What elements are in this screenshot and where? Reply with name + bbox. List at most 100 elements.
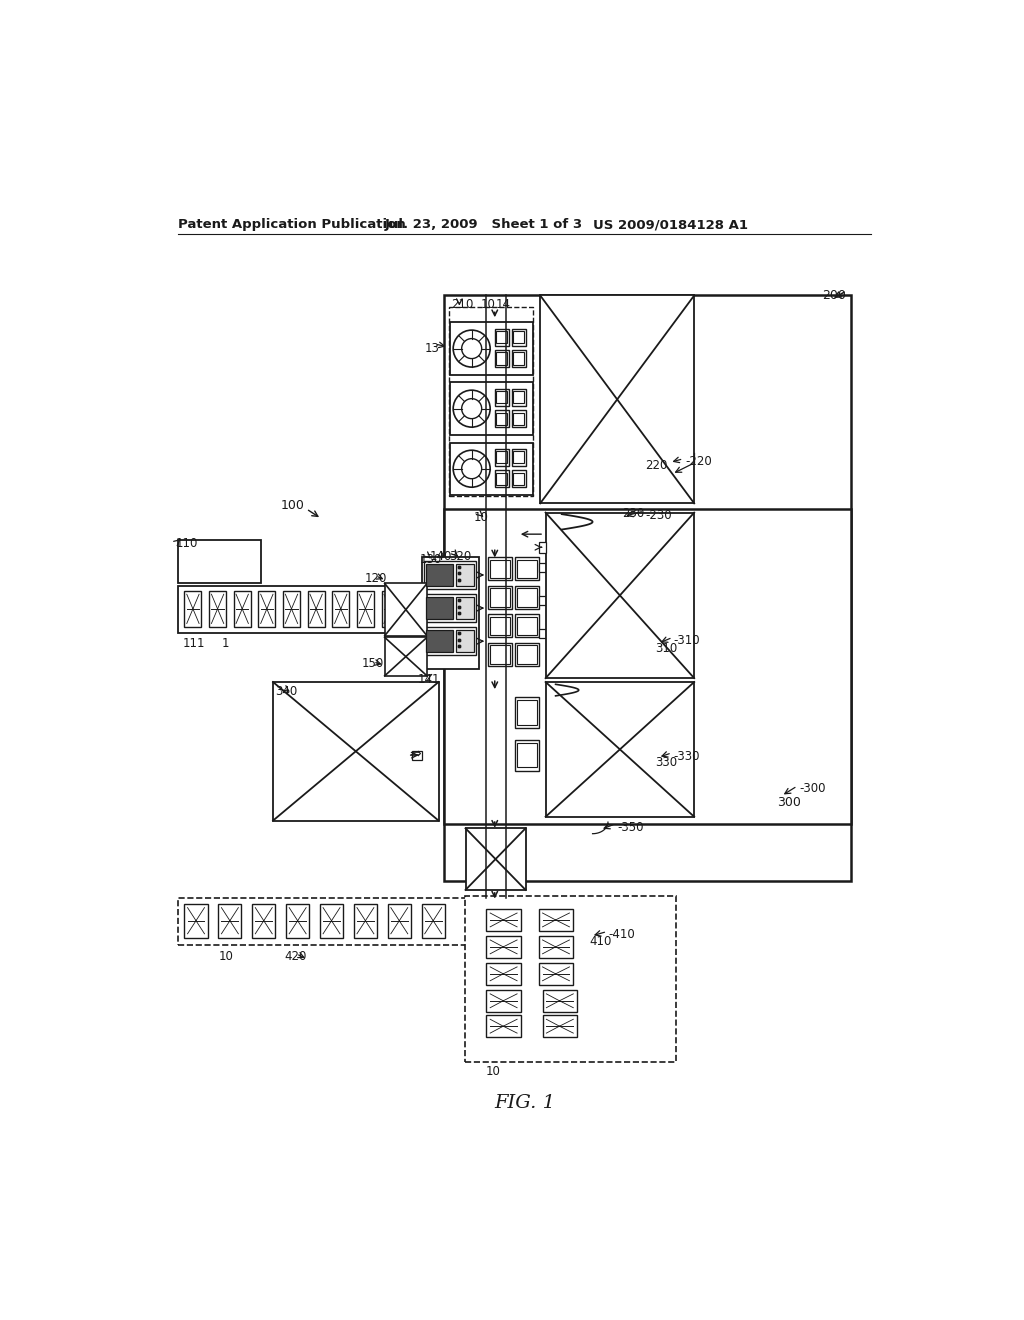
Bar	[487, 586, 512, 609]
Bar	[515, 697, 540, 729]
Text: 100: 100	[281, 499, 304, 512]
Bar	[539, 936, 573, 958]
Bar	[426, 598, 454, 619]
Text: 310: 310	[655, 642, 677, 655]
Bar	[497, 413, 507, 425]
Text: 130: 130	[420, 553, 442, 566]
Bar	[486, 990, 521, 1011]
Bar	[424, 594, 476, 622]
Bar	[451, 442, 534, 495]
Bar	[444, 296, 851, 880]
Bar	[515, 643, 540, 665]
Bar	[465, 896, 677, 1061]
Bar	[273, 682, 438, 821]
Bar	[515, 557, 540, 581]
Bar	[385, 638, 427, 676]
Bar	[178, 586, 421, 634]
Bar	[422, 904, 444, 937]
Text: 111: 111	[183, 638, 206, 651]
Bar	[412, 751, 422, 760]
Text: -300: -300	[799, 781, 825, 795]
Bar	[490, 645, 510, 664]
Bar	[512, 350, 525, 367]
Bar	[512, 329, 525, 346]
Bar	[517, 560, 538, 578]
Bar	[218, 904, 242, 937]
Bar	[354, 904, 377, 937]
Bar	[513, 473, 524, 484]
Bar	[444, 508, 851, 825]
Bar	[385, 583, 427, 636]
Bar	[456, 631, 474, 652]
Bar	[178, 898, 467, 945]
Bar	[495, 411, 509, 428]
Bar	[487, 643, 512, 665]
Bar	[495, 350, 509, 367]
Text: FIG. 1: FIG. 1	[495, 1094, 555, 1111]
Bar	[495, 449, 509, 466]
Bar	[517, 645, 538, 664]
Text: 10: 10	[485, 1065, 501, 1078]
Text: 300: 300	[777, 796, 801, 809]
Bar	[424, 627, 476, 655]
Bar	[233, 591, 251, 627]
Bar	[543, 1015, 578, 1038]
Bar	[513, 451, 524, 463]
Bar	[513, 413, 524, 425]
Bar	[541, 296, 694, 503]
Bar	[515, 739, 540, 771]
Text: 120: 120	[365, 572, 387, 585]
Bar	[512, 470, 525, 487]
Text: Patent Application Publication: Patent Application Publication	[178, 218, 407, 231]
Text: -230: -230	[645, 508, 672, 521]
Text: 13: 13	[425, 342, 439, 355]
Bar	[517, 743, 538, 767]
Bar	[539, 964, 573, 985]
Bar	[178, 540, 261, 582]
Bar	[486, 909, 521, 931]
Bar	[497, 391, 507, 404]
Bar	[382, 591, 398, 627]
Bar	[486, 936, 521, 958]
Bar	[515, 586, 540, 609]
Bar	[426, 564, 454, 586]
Bar	[449, 308, 534, 496]
Bar	[286, 904, 309, 937]
Bar	[517, 589, 538, 607]
Bar	[543, 990, 578, 1011]
Bar	[490, 560, 510, 578]
Text: 1: 1	[221, 638, 229, 651]
Text: 420: 420	[285, 950, 307, 964]
Text: -410: -410	[608, 928, 636, 941]
Bar	[252, 904, 275, 937]
Bar	[388, 904, 411, 937]
Bar	[357, 591, 374, 627]
Bar	[422, 557, 479, 669]
Bar	[512, 411, 525, 428]
Bar	[319, 904, 343, 937]
Bar	[426, 631, 454, 652]
Bar	[456, 564, 474, 586]
Text: ⇒: ⇒	[410, 747, 421, 760]
Bar	[497, 331, 507, 343]
Text: 330: 330	[655, 756, 677, 770]
Bar	[497, 451, 507, 463]
Bar	[307, 591, 325, 627]
Bar	[539, 909, 573, 931]
Bar	[184, 904, 208, 937]
Text: 320: 320	[450, 549, 472, 562]
Text: 10: 10	[219, 950, 234, 964]
Bar	[539, 543, 547, 553]
Bar	[517, 701, 538, 725]
Bar	[540, 562, 546, 572]
Text: 220: 220	[645, 459, 668, 471]
Text: US 2009/0184128 A1: US 2009/0184128 A1	[593, 218, 748, 231]
Bar	[495, 470, 509, 487]
Bar	[513, 352, 524, 364]
Bar	[517, 616, 538, 635]
Bar	[283, 591, 300, 627]
Bar	[512, 449, 525, 466]
Bar	[540, 595, 546, 605]
Bar	[495, 329, 509, 346]
Bar	[486, 1015, 521, 1038]
